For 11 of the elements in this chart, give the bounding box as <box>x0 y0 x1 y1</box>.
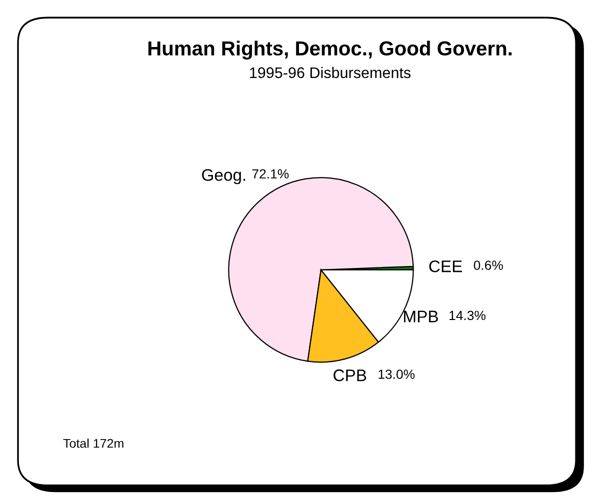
text: Total 172m <box>63 438 124 448</box>
slice-label: MPB <box>404 310 438 322</box>
chart-subtitle: 1995-96 Disbursements <box>250 66 411 78</box>
chart-title: Human Rights, Democ., Good Govern. <box>148 40 512 60</box>
slice-label: CEE <box>429 260 462 272</box>
data-label: 72.1% <box>252 169 289 179</box>
slice-label: CPB <box>334 369 366 382</box>
data-label: 14.3% <box>450 310 486 320</box>
data-label: 0.6% <box>474 260 503 270</box>
data-label: 13.0% <box>378 370 415 379</box>
slice-label: Geog. <box>202 169 246 184</box>
